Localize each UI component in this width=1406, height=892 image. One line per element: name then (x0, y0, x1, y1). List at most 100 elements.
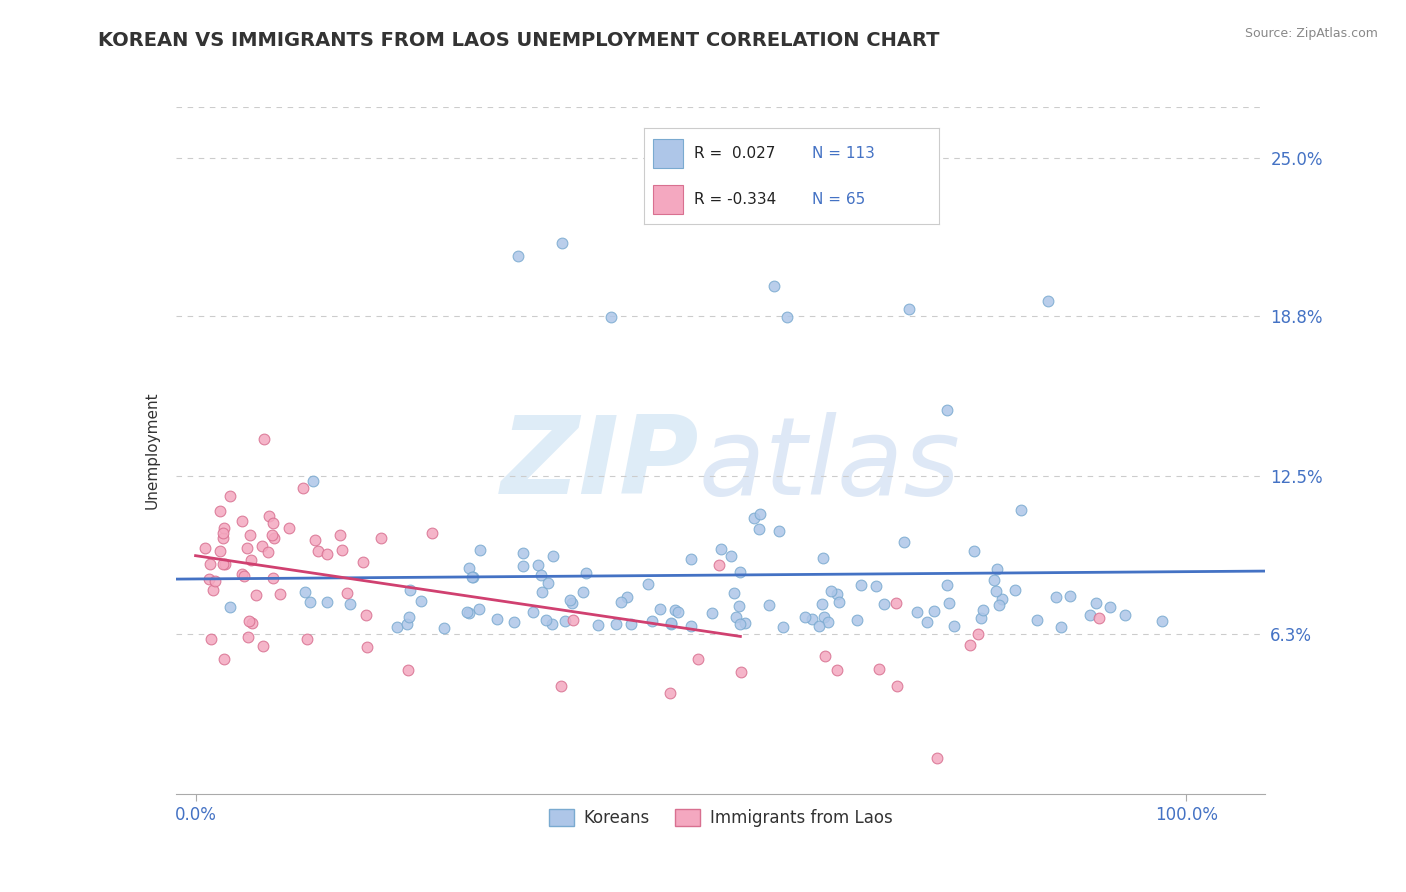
Point (710, 541, 733, 556)
Point (232, 569, 254, 583)
Point (814, 648, 837, 663)
Point (605, 616, 627, 631)
Point (399, 583, 422, 598)
Point (820, 583, 842, 598)
Point (915, 615, 938, 629)
Point (762, 278, 785, 293)
Point (250, 539, 273, 553)
Point (990, 592, 1012, 607)
Point (641, 614, 664, 628)
Point (522, 605, 544, 619)
Point (723, 586, 745, 600)
Point (938, 596, 960, 610)
Point (1085, 596, 1108, 610)
Point (648, 602, 671, 616)
Point (942, 619, 965, 633)
Point (240, 615, 263, 630)
Point (278, 521, 301, 535)
Point (468, 602, 491, 616)
Point (1004, 582, 1026, 597)
Point (485, 612, 508, 626)
Point (720, 549, 742, 563)
Point (984, 583, 1007, 598)
Point (239, 553, 262, 567)
FancyBboxPatch shape (654, 139, 682, 168)
Point (813, 610, 835, 624)
FancyBboxPatch shape (654, 186, 682, 214)
Point (817, 615, 839, 629)
Point (983, 573, 1005, 587)
Point (586, 618, 609, 632)
Point (257, 545, 280, 559)
Point (461, 570, 484, 584)
Point (730, 617, 752, 632)
Point (637, 577, 659, 591)
Point (550, 679, 572, 693)
Point (666, 605, 689, 619)
Point (432, 621, 454, 635)
Point (536, 613, 558, 627)
Point (884, 596, 907, 610)
Point (209, 504, 232, 518)
Point (336, 586, 359, 600)
Point (659, 686, 682, 700)
Point (294, 584, 316, 599)
Point (540, 616, 562, 631)
Point (868, 662, 890, 676)
Point (811, 597, 834, 611)
Point (316, 595, 339, 609)
Point (1045, 590, 1067, 604)
Point (661, 616, 683, 631)
Point (239, 528, 262, 542)
Point (262, 516, 284, 530)
Point (385, 620, 408, 634)
Point (512, 546, 534, 560)
Point (339, 598, 361, 612)
Point (849, 578, 872, 592)
Point (560, 593, 582, 607)
Point (758, 599, 780, 613)
Point (1049, 620, 1071, 634)
Point (395, 616, 418, 631)
Point (463, 569, 485, 583)
Point (561, 596, 583, 610)
Point (512, 559, 534, 574)
Point (794, 610, 817, 624)
Point (263, 531, 285, 545)
Point (825, 587, 848, 601)
Point (935, 403, 957, 417)
Point (260, 527, 283, 541)
Point (200, 557, 222, 571)
Point (748, 522, 770, 536)
Point (865, 579, 887, 593)
Point (543, 549, 565, 563)
Point (212, 651, 235, 665)
Point (299, 595, 322, 609)
Point (679, 552, 702, 566)
Point (807, 618, 830, 632)
Point (1150, 614, 1173, 628)
Point (728, 565, 751, 579)
Point (561, 613, 583, 627)
Point (886, 679, 908, 693)
Point (420, 526, 443, 541)
Point (316, 547, 339, 561)
Text: R = -0.334: R = -0.334 (695, 193, 776, 207)
Point (503, 615, 526, 629)
Point (1036, 294, 1059, 309)
Point (202, 583, 225, 598)
Point (1025, 613, 1047, 627)
Text: ZIP: ZIP (501, 411, 699, 517)
Point (609, 595, 631, 609)
Point (1099, 600, 1122, 615)
Point (554, 614, 576, 628)
Point (411, 594, 433, 608)
Point (828, 595, 851, 609)
Point (231, 514, 253, 528)
Point (211, 557, 233, 571)
Point (988, 598, 1011, 612)
Point (893, 534, 915, 549)
Point (776, 310, 799, 324)
Point (734, 616, 756, 631)
Point (707, 558, 730, 573)
